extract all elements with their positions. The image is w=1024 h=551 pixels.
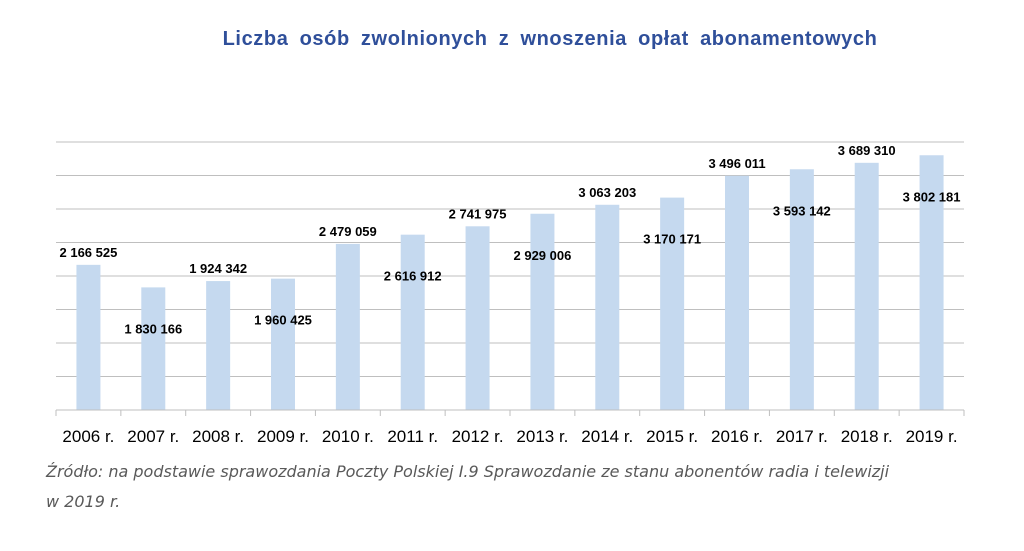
source-note-line-2: w 2019 r. [46, 492, 121, 511]
bar [206, 281, 231, 410]
x-tick-label: 2013 r. [516, 427, 568, 446]
data-label: 3 496 011 [708, 156, 765, 171]
x-tick-label: 2018 r. [841, 427, 893, 446]
bar [271, 278, 295, 410]
x-tick-label: 2007 r. [127, 427, 179, 446]
bar [789, 169, 814, 410]
data-labels: 2 166 525 1 830 166 1 924 342 1 960 425 2 47… [60, 143, 961, 337]
bar [854, 162, 879, 410]
bar-chart: 2 166 525 1 830 166 1 924 342 1 960 425 2 47… [55, 141, 965, 446]
data-label: 1 960 425 [254, 313, 312, 328]
source-note-line-1: Źródło: na podstawie sprawozdania Poczty… [46, 462, 890, 481]
x-tick-label: 2015 r. [646, 427, 698, 446]
gridlines [56, 141, 964, 377]
data-label: 3 063 203 [578, 185, 636, 200]
data-label: 3 593 142 [773, 203, 831, 218]
bar [76, 264, 101, 410]
bar [400, 234, 425, 410]
bar [465, 226, 490, 410]
data-label: 2 166 525 [60, 245, 118, 260]
bar [141, 287, 166, 410]
data-label: 2 479 059 [319, 224, 377, 239]
x-tick-label: 2012 r. [452, 427, 504, 446]
x-tick-label: 2014 r. [581, 427, 633, 446]
x-tick-label: 2006 r. [62, 427, 114, 446]
x-tick-label: 2019 r. [906, 427, 958, 446]
bar [725, 175, 749, 410]
x-axis [55, 409, 965, 416]
x-tick-labels: 2006 r. 2007 r. 2008 r. 2009 r. 2010 r. 2011 … [62, 427, 957, 446]
x-tick-label: 2017 r. [776, 427, 828, 446]
data-label: 3 170 171 [643, 232, 701, 247]
bar [335, 243, 360, 410]
data-label: 2 929 006 [514, 248, 572, 263]
data-label: 2 616 912 [384, 269, 442, 284]
data-label: 1 830 166 [124, 321, 182, 336]
data-label: 3 802 181 [903, 189, 961, 204]
x-tick-label: 2011 r. [387, 427, 438, 446]
bars [76, 155, 944, 410]
chart-title: Liczba osób zwolnionych z wnoszenia opła… [222, 28, 878, 50]
bar [660, 197, 685, 410]
x-tick-label: 2009 r. [257, 427, 309, 446]
bar [595, 204, 620, 410]
x-tick-label: 2016 r. [711, 427, 763, 446]
data-label: 1 924 342 [189, 261, 247, 276]
x-tick-label: 2010 r. [322, 427, 374, 446]
data-label: 2 741 975 [449, 206, 507, 221]
data-label: 3 689 310 [838, 143, 896, 158]
bar [919, 155, 944, 410]
bar [530, 213, 555, 410]
x-tick-label: 2008 r. [192, 427, 244, 446]
